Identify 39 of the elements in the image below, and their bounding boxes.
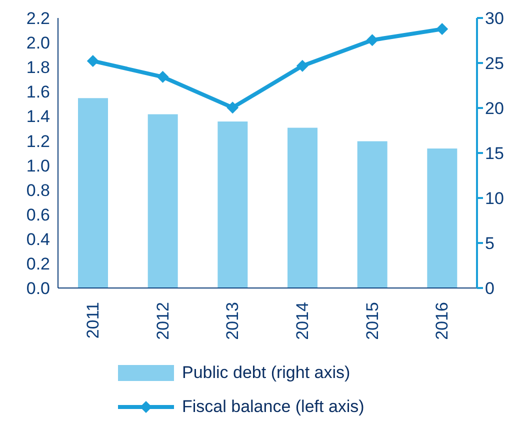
y-tick-label: 1.4 [26,107,50,126]
y-tick-label: 2.2 [26,9,50,28]
y-tick-label: 0.0 [26,279,50,298]
x-tick-label: 2016 [432,302,452,340]
y2-tick-label: 15 [485,144,504,164]
y2-tick-label: 5 [485,234,494,254]
bar [218,122,248,288]
point [86,54,99,67]
point [436,23,448,36]
y-tick-label: 0.8 [26,180,50,200]
y-tick-label: 1.6 [26,82,50,102]
point [156,70,169,83]
point [296,60,308,72]
y-tick-label: 1.2 [26,132,50,151]
y-tick-label: 0.2 [26,254,50,274]
bar [288,128,318,288]
y-tick-label: 1.0 [26,156,50,176]
y2-tick-label: 20 [485,99,504,118]
point [226,102,239,114]
y2-tick-label: 25 [485,54,504,74]
bar [148,114,178,288]
bar [427,148,458,288]
y2-tick-label: 0 [485,279,494,298]
y2-tick-label: 30 [485,9,504,28]
legend-label: Fiscal balance (left axis) [182,397,364,417]
y2-tick-label: 10 [485,189,504,208]
point [366,34,378,46]
x-tick-label: 2014 [292,302,312,340]
x-tick-label: 2012 [153,302,172,340]
bar [78,98,108,288]
legend-label: Public debt (right axis) [182,363,350,383]
y-tick-label: 2.0 [26,34,50,53]
x-tick-label: 2015 [362,302,382,340]
x-tick-label: 2011 [83,302,102,339]
y-tick-label: 1.8 [26,58,50,78]
x-tick-label: 2013 [223,302,242,340]
y-tick-label: 0.6 [26,205,50,224]
bar [357,141,388,288]
y-tick-label: 0.4 [26,230,50,249]
